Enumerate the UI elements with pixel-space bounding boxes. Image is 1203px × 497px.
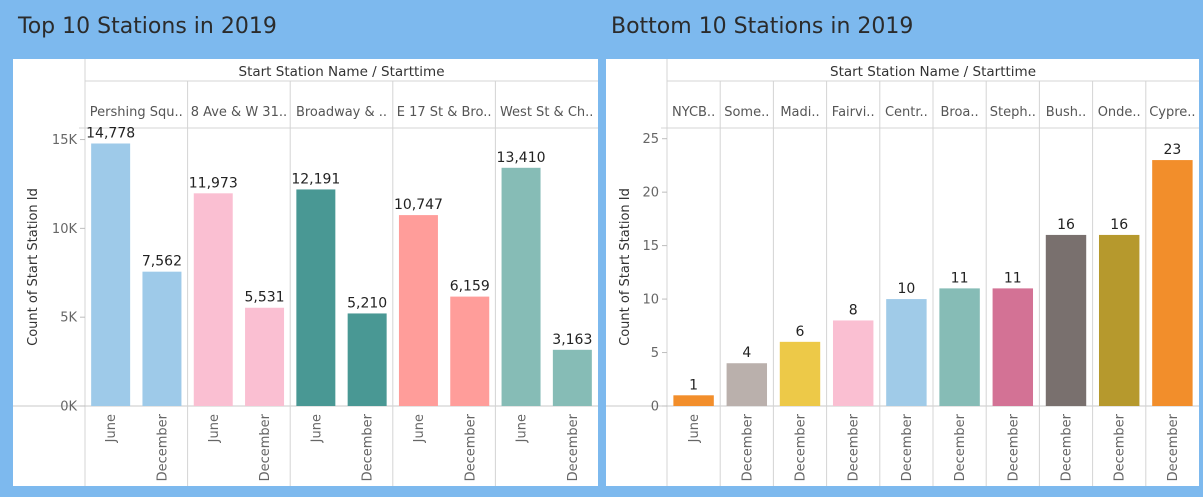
bar: [832, 320, 874, 406]
x-month-label: June: [687, 414, 702, 443]
y-tick-label: 0: [651, 400, 659, 415]
station-name-header: West St & Ch..: [500, 105, 593, 120]
x-month-label: June: [412, 414, 427, 443]
bottom-stations-panel: Start Station Name / Starttime Count of S…: [606, 59, 1199, 486]
bar-value-label: 12,191: [291, 171, 340, 187]
bar: [1098, 234, 1140, 406]
x-month-label: December: [740, 413, 755, 481]
x-month-label: December: [566, 413, 581, 481]
bar: [91, 143, 131, 406]
y-tick-label: 10K: [52, 222, 78, 237]
x-month-label: December: [1113, 413, 1128, 481]
bar: [347, 313, 387, 406]
x-month-label: June: [309, 414, 324, 443]
station-name-header: Steph..: [990, 105, 1036, 120]
x-month-label: December: [900, 413, 915, 481]
x-month-label: December: [1006, 413, 1021, 481]
station-name-header: Onde..: [1098, 105, 1141, 120]
bar: [1045, 234, 1087, 406]
x-month-label: December: [794, 413, 809, 481]
bar-value-label: 11,973: [189, 175, 238, 191]
bar-value-label: 3,163: [552, 332, 592, 348]
x-month-label: December: [1060, 413, 1075, 481]
station-name-header: Madi..: [780, 105, 819, 120]
bar-value-label: 10: [897, 281, 915, 297]
y-tick-label: 15: [642, 239, 659, 254]
top-stations-title: Top 10 Stations in 2019: [18, 14, 277, 39]
column-header: Start Station Name / Starttime: [830, 64, 1036, 80]
bar-value-label: 8: [849, 302, 858, 318]
bar: [992, 288, 1034, 406]
y-tick-label: 5: [651, 346, 659, 361]
station-name-header: E 17 St & Bro..: [397, 105, 492, 120]
bar-value-label: 14,778: [86, 125, 135, 141]
x-month-label: December: [361, 413, 376, 481]
bar: [779, 341, 821, 406]
y-axis-title: Count of Start Station Id: [618, 188, 633, 346]
station-name-header: Bush..: [1046, 105, 1086, 120]
station-name-header: Some..: [724, 105, 769, 120]
bar: [886, 299, 927, 406]
bar-value-label: 16: [1110, 217, 1128, 233]
y-axis-title: Count of Start Station Id: [26, 188, 41, 346]
x-month-label: June: [515, 414, 530, 443]
y-tick-label: 5K: [60, 311, 77, 326]
column-header: Start Station Name / Starttime: [239, 64, 445, 80]
y-tick-label: 20: [642, 186, 659, 201]
bar: [245, 307, 285, 406]
x-month-label: June: [207, 414, 222, 443]
bar-value-label: 16: [1057, 217, 1075, 233]
y-tick-label: 25: [642, 132, 659, 147]
y-tick-label: 0K: [60, 400, 77, 415]
y-tick-label: 15K: [52, 133, 78, 148]
bar: [193, 193, 233, 406]
bar: [398, 215, 438, 406]
bottom-stations-chart: Start Station Name / Starttime Count of S…: [606, 59, 1199, 486]
x-month-label: June: [104, 414, 119, 443]
bar-value-label: 10,747: [394, 197, 443, 213]
bottom-stations-title: Bottom 10 Stations in 2019: [611, 14, 914, 39]
bar-value-label: 6: [796, 324, 805, 340]
bar-value-label: 11: [1004, 270, 1022, 286]
x-month-label: December: [1166, 413, 1181, 481]
bar: [450, 296, 490, 406]
top-stations-chart: Start Station Name / Starttime Count of S…: [13, 59, 598, 486]
y-tick-label: 10: [642, 293, 659, 308]
bar-value-label: 4: [742, 345, 751, 361]
station-name-header: Broadway & ..: [296, 105, 387, 120]
bar: [501, 167, 541, 406]
station-name-header: Fairvi..: [832, 105, 875, 120]
station-name-header: 8 Ave & W 31..: [191, 105, 287, 120]
bar-value-label: 5,210: [347, 295, 387, 311]
bar-value-label: 23: [1163, 142, 1181, 158]
x-month-label: December: [847, 413, 862, 481]
bar-value-label: 5,531: [245, 290, 285, 306]
bar: [673, 395, 714, 406]
x-month-label: December: [953, 413, 968, 481]
x-month-label: December: [463, 413, 478, 481]
station-name-header: NYCB..: [672, 105, 715, 120]
station-name-header: Broa..: [941, 105, 979, 120]
bar: [726, 363, 768, 406]
bar: [1152, 160, 1193, 406]
x-month-label: December: [258, 413, 273, 481]
bar: [939, 288, 980, 406]
bar-value-label: 1: [689, 377, 698, 393]
station-name-header: Centr..: [885, 105, 928, 120]
station-name-header: Cypre..: [1149, 105, 1195, 120]
bar-value-label: 6,159: [450, 279, 490, 295]
x-month-label: December: [155, 413, 170, 481]
top-stations-panel: Start Station Name / Starttime Count of S…: [13, 59, 598, 486]
bar: [296, 189, 336, 406]
station-name-header: Pershing Squ..: [90, 105, 183, 120]
bar-value-label: 11: [951, 270, 969, 286]
bar-value-label: 7,562: [142, 254, 182, 270]
bar: [552, 349, 592, 406]
bar: [142, 271, 182, 406]
bar-value-label: 13,410: [497, 150, 546, 166]
